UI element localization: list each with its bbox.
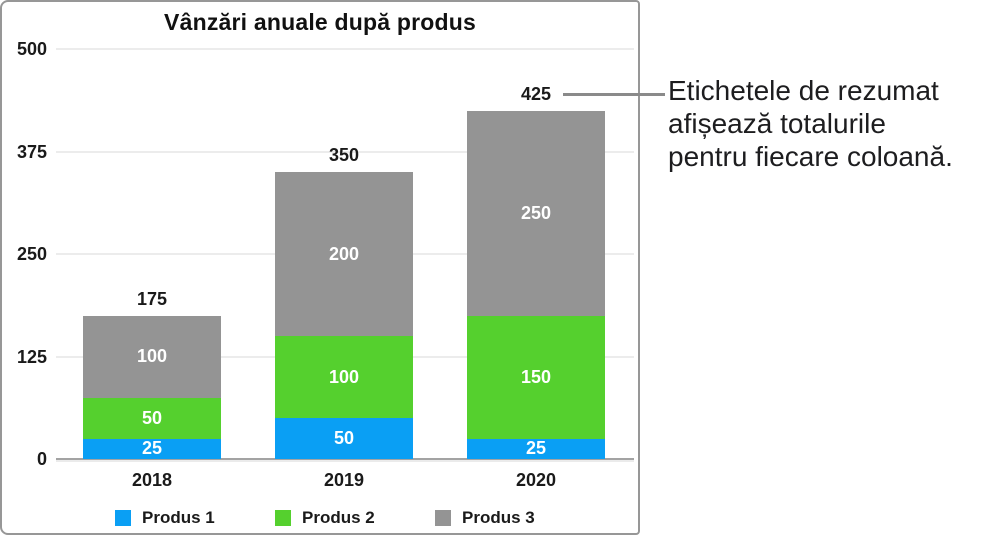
segment-value-label: 200 <box>328 243 360 264</box>
segment-value-label: 25 <box>141 438 163 459</box>
x-axis-line <box>56 458 634 460</box>
total-label: 425 <box>520 83 552 104</box>
bar-segment-produs-2[interactable]: 50 <box>83 397 221 439</box>
segment-value-label: 250 <box>520 202 552 223</box>
legend-label: Produs 1 <box>142 508 215 527</box>
callout-text: Etichetele de rezumat afișează totaluril… <box>668 74 978 173</box>
legend-item-produs-2[interactable]: Produs 2 <box>275 508 375 528</box>
plot-area: 500 375 250 125 0 25 50 100 175 2018 50 100 200 350 20… <box>2 2 638 533</box>
gridline <box>56 48 634 50</box>
total-label: 175 <box>136 288 168 309</box>
y-tick-label: 250 <box>16 244 47 264</box>
x-tick-label: 2020 <box>515 470 557 490</box>
y-tick-label: 125 <box>16 346 47 367</box>
legend-label: Produs 2 <box>302 508 375 527</box>
segment-value-label: 100 <box>136 346 168 366</box>
legend-swatch <box>435 510 451 526</box>
y-tick-label: 0 <box>36 449 47 469</box>
segment-value-label: 100 <box>328 366 360 387</box>
chart-title: Vânzări anuale după produs <box>164 9 476 35</box>
segment-value-label: 50 <box>141 407 163 428</box>
bar-segment-produs-1[interactable]: 50 <box>275 418 413 459</box>
legend-item-produs-1[interactable]: Produs 1 <box>115 508 215 528</box>
callout-leader-line <box>563 93 665 96</box>
bar-segment-produs-2[interactable]: 100 <box>275 336 413 418</box>
x-tick-label: 2019 <box>323 470 365 490</box>
bar-segment-produs-3[interactable]: 100 <box>83 315 221 398</box>
segment-value-label: 25 <box>525 438 547 459</box>
bar-segment-produs-3[interactable]: 200 <box>275 172 413 336</box>
legend-label: Produs 3 <box>462 508 535 527</box>
bar-segment-produs-3[interactable]: 250 <box>467 110 605 316</box>
y-tick-label: 375 <box>16 141 47 162</box>
y-tick-label: 500 <box>16 39 47 59</box>
chart-legend: Produs 1 Produs 2 Produs 3 <box>2 2 638 533</box>
legend-item-produs-3[interactable]: Produs 3 <box>435 508 535 528</box>
bar-segment-produs-1[interactable]: 25 <box>83 438 221 459</box>
legend-swatch <box>115 510 131 526</box>
callout-line: afișează totalurile <box>668 108 886 139</box>
gridline <box>56 150 634 153</box>
segment-value-label: 150 <box>520 366 552 387</box>
bar-segment-produs-1[interactable]: 25 <box>467 438 605 459</box>
segment-value-label: 50 <box>333 428 355 448</box>
total-label: 350 <box>328 145 360 165</box>
callout-line: pentru fiecare coloană. <box>668 141 953 172</box>
callout-line: Etichetele de rezumat <box>668 75 939 106</box>
x-tick-label: 2018 <box>131 470 173 490</box>
legend-swatch <box>275 510 291 526</box>
bar-segment-produs-2[interactable]: 150 <box>467 315 605 439</box>
chart-panel: Vânzări anuale după produs 500 375 250 125 0… <box>0 0 640 535</box>
